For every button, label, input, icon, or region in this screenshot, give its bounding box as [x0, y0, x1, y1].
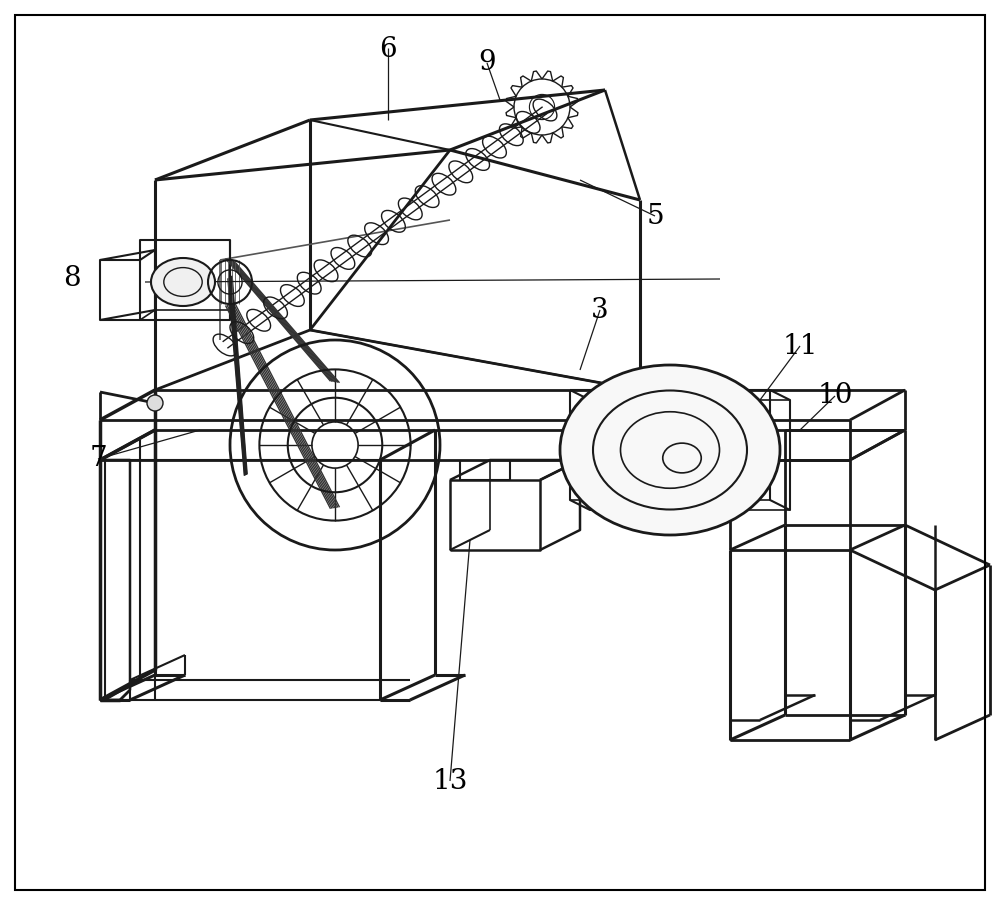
Circle shape [147, 395, 163, 411]
Text: 7: 7 [89, 446, 107, 472]
Text: 9: 9 [478, 50, 496, 76]
Text: 5: 5 [646, 202, 664, 230]
Text: 8: 8 [63, 266, 81, 292]
Ellipse shape [151, 258, 215, 306]
Text: 10: 10 [817, 382, 853, 410]
Text: 3: 3 [591, 297, 609, 324]
Text: 6: 6 [379, 36, 397, 63]
Ellipse shape [560, 365, 780, 535]
Text: 13: 13 [432, 768, 468, 795]
Text: 11: 11 [782, 333, 818, 360]
